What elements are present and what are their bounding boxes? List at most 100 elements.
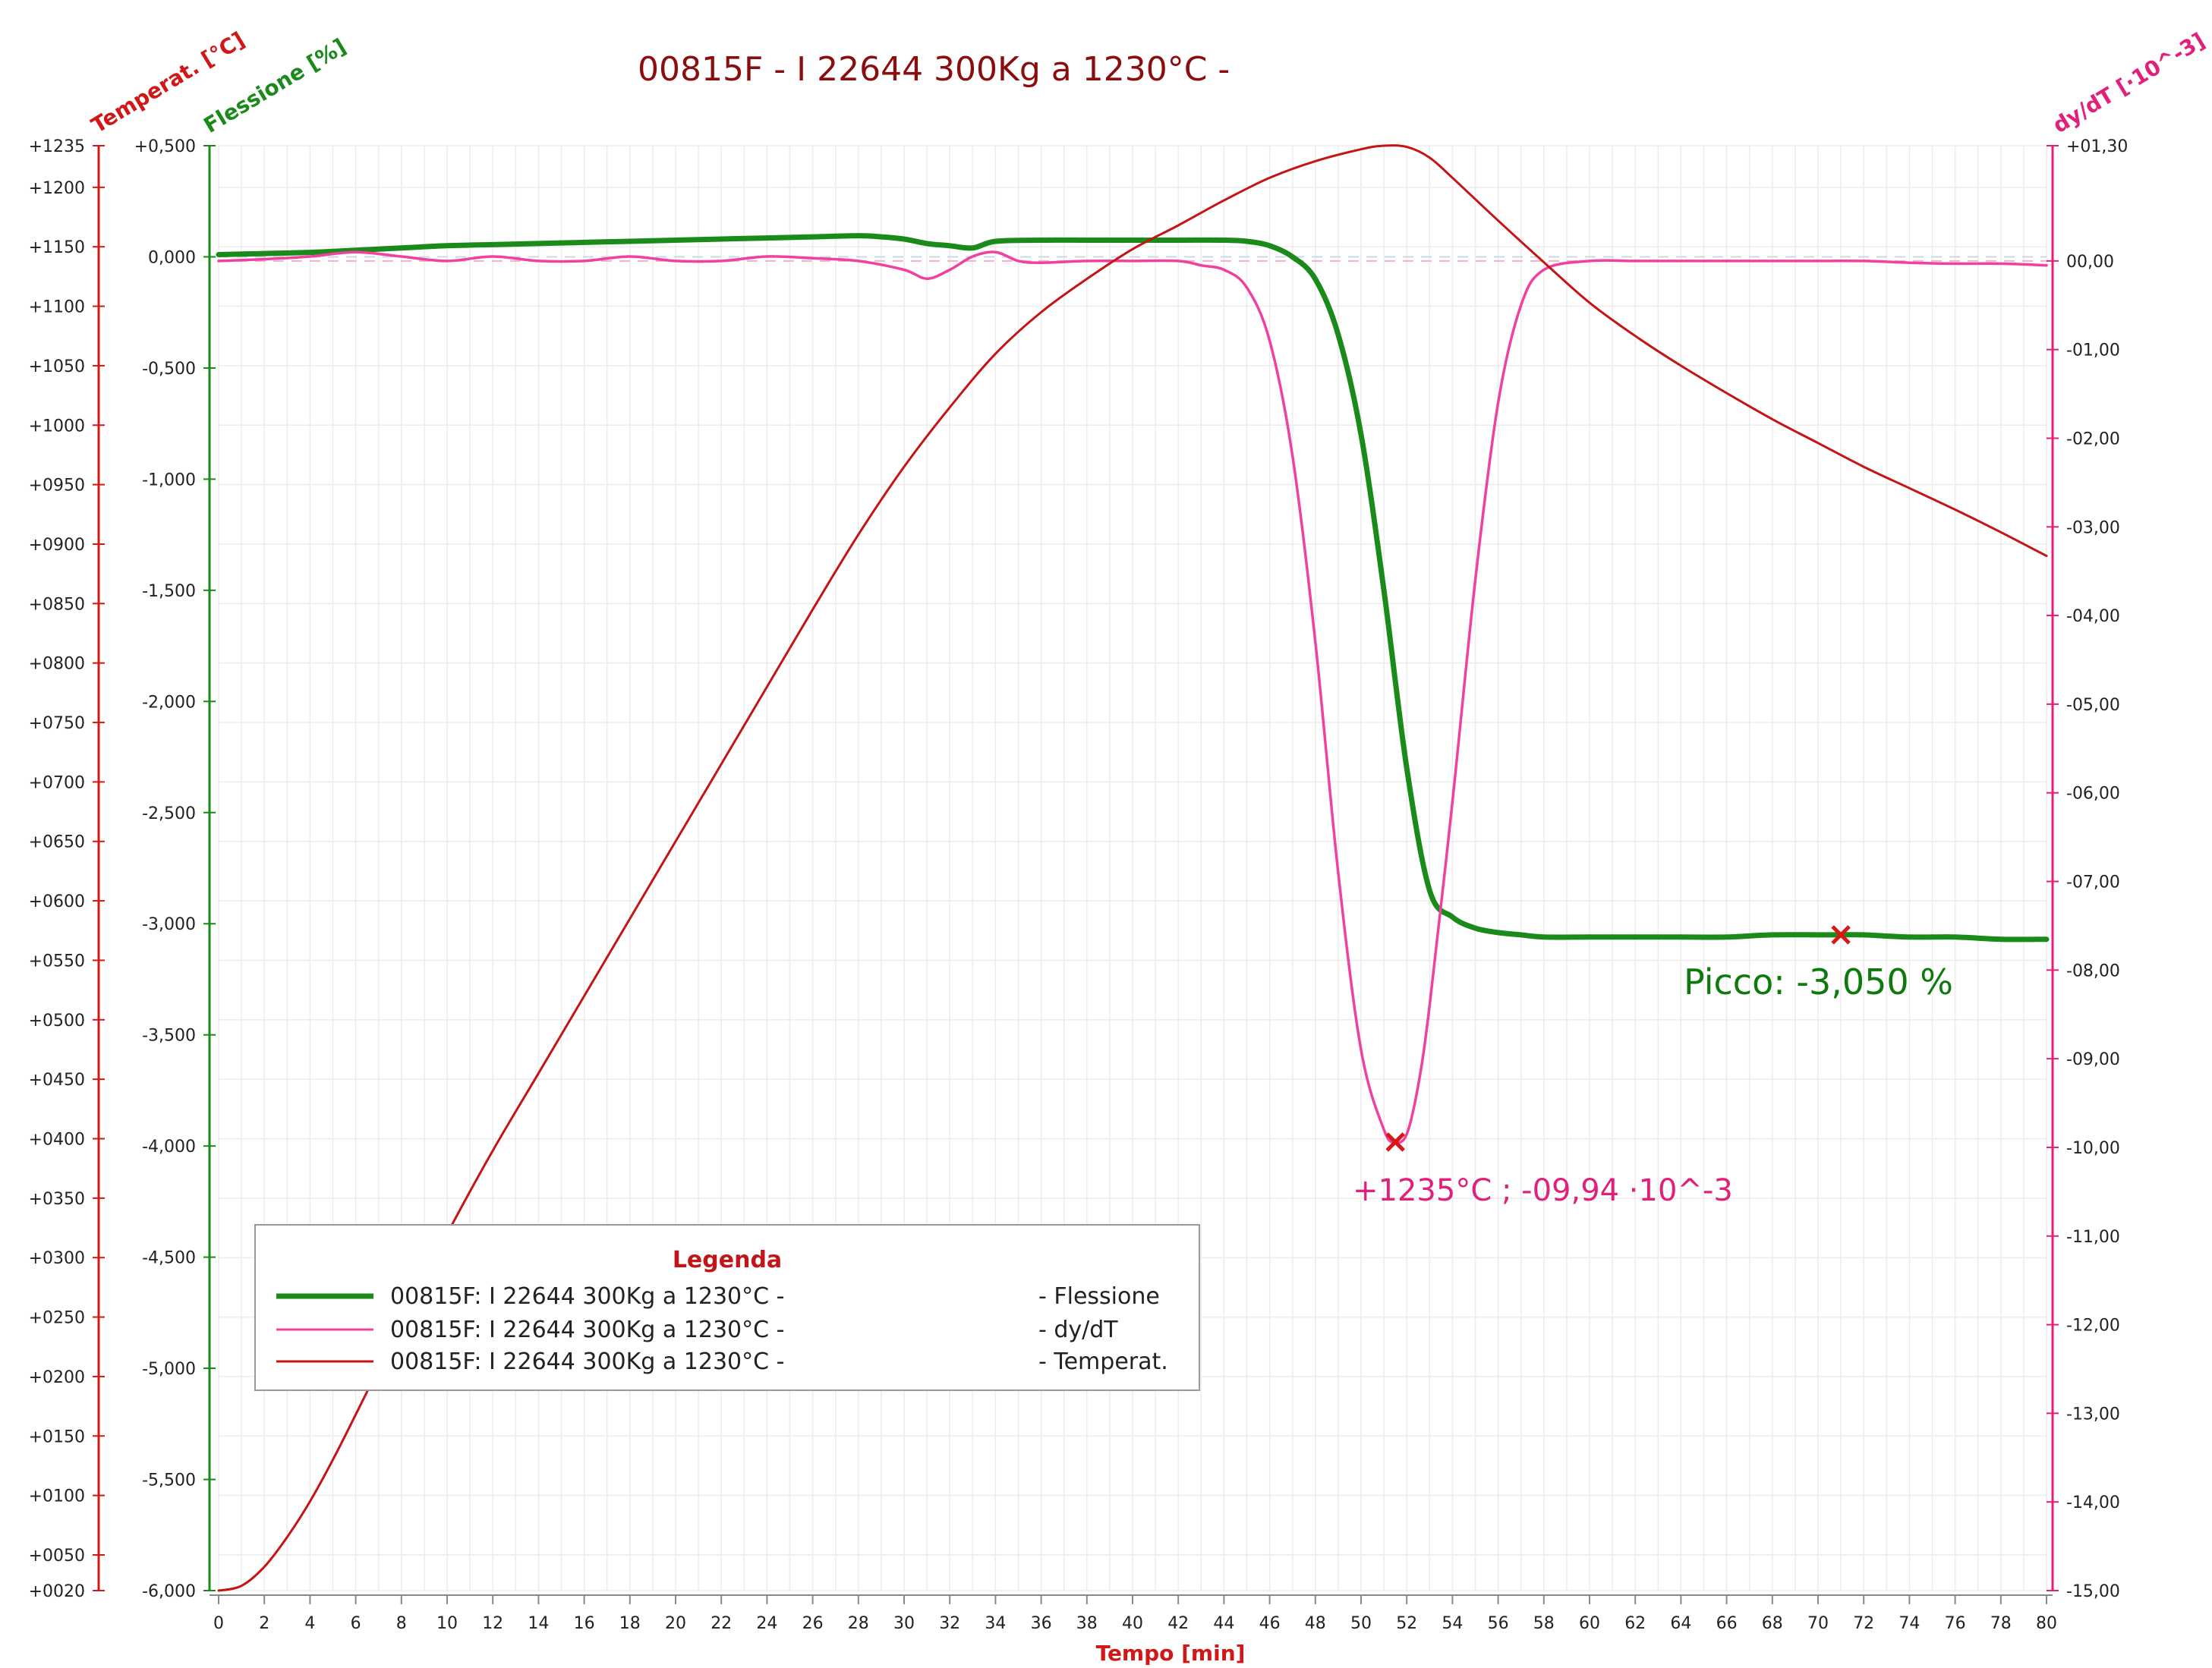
x-tick-label: 54 [1442, 1614, 1463, 1633]
x-tick-label: 48 [1305, 1614, 1326, 1633]
x-tick-label: 36 [1031, 1614, 1052, 1633]
dydt-tick-label: -08,00 [2066, 961, 2120, 980]
x-tick-label: 80 [2036, 1614, 2057, 1633]
flessione-tick-label: -4,000 [142, 1138, 196, 1157]
temperature-tick-label: +0700 [29, 773, 85, 792]
tick-labels: +1235 +1200 +1150 +1100 +1050 +1000 +0950 +0900… [29, 137, 2128, 1633]
x-tick-label: 42 [1167, 1614, 1189, 1633]
legend-suffix-dydt: - dy/dT [1038, 1317, 1118, 1343]
x-tick-label: 76 [1945, 1614, 1966, 1633]
x-tick-label: 6 [351, 1614, 361, 1633]
dydt-tick-label: -05,00 [2066, 696, 2120, 715]
flessione-tick-label: -1,500 [142, 582, 196, 601]
temperature-tick-label: +0850 [29, 595, 85, 614]
temperature-tick-label: +0800 [29, 655, 85, 674]
dydt-tick-label: -15,00 [2066, 1582, 2120, 1601]
temperature-tick-label: +0300 [29, 1249, 85, 1268]
flessione-tick-label: +0,500 [134, 137, 196, 156]
temperature-tick-label: +0450 [29, 1071, 85, 1090]
temperature-tick-label: +1000 [29, 417, 85, 436]
x-tick-label: 28 [848, 1614, 869, 1633]
x-tick-label: 72 [1853, 1614, 1874, 1633]
series-line-dydt [217, 250, 2048, 1144]
series-line-flessione [216, 233, 2050, 943]
marker-stroke [1385, 1132, 1405, 1152]
x-tick-label: 26 [802, 1614, 824, 1633]
chart-title: 00815F - I 22644 300Kg a 1230°C - [638, 50, 1230, 89]
dydt-tick-label: -04,00 [2066, 607, 2120, 626]
marker-stroke [1831, 925, 1851, 945]
x-tick-label: 64 [1670, 1614, 1691, 1633]
flessione-tick-label: -3,500 [142, 1027, 196, 1046]
flessione-tick-label: -2,000 [142, 693, 196, 712]
annotation-dydt-min: +1235°C ; -09,94 ·10^-3 [1353, 1173, 1733, 1208]
dydt-tick-label: -13,00 [2066, 1405, 2120, 1424]
x-tick-label: 50 [1350, 1614, 1372, 1633]
x-tick-label: 4 [304, 1614, 315, 1633]
dydt-tick-label: -06,00 [2066, 785, 2120, 804]
dydt-tick-label: -11,00 [2066, 1228, 2120, 1247]
dydt-tick-label: -12,00 [2066, 1317, 2120, 1336]
x-tick-label: 16 [574, 1614, 595, 1633]
temperature-tick-label: +0200 [29, 1368, 85, 1387]
annotation-markers [1385, 925, 1851, 1152]
temperature-tick-label: +0250 [29, 1309, 85, 1328]
temperature-tick-label: +0550 [29, 952, 85, 971]
flessione-tick-label: -4,500 [142, 1249, 196, 1268]
temperature-tick-label: +0650 [29, 833, 85, 852]
temperature-tick-label: +0900 [29, 536, 85, 555]
temperature-tick-label: +0600 [29, 892, 85, 911]
x-tick-label: 74 [1898, 1614, 1920, 1633]
x-tick-label: 56 [1488, 1614, 1509, 1633]
temperature-tick-label: +1100 [29, 298, 85, 317]
flessione-tick-label: -5,000 [142, 1360, 196, 1379]
legend-box [254, 1224, 1200, 1391]
temperature-tick-label: +0750 [29, 714, 85, 733]
legend-suffix-temperature: - Temperat. [1038, 1349, 1168, 1375]
x-tick-label: 34 [985, 1614, 1006, 1633]
x-tick-label: 0 [213, 1614, 224, 1633]
flessione-tick-label: -1,000 [142, 471, 196, 489]
temperature-tick-label: +0100 [29, 1487, 85, 1506]
axes [97, 146, 2054, 1596]
x-tick-label: 10 [436, 1614, 458, 1633]
temperature-tick-label: +1200 [29, 179, 85, 198]
flessione-tick-label: -2,500 [142, 804, 196, 823]
annotation-marker-0 [1831, 925, 1851, 945]
temperature-tick-label: +0050 [29, 1547, 85, 1566]
x-tick-label: 8 [396, 1614, 407, 1633]
dydt-tick-label: 00,00 [2066, 253, 2114, 272]
legend-suffix-flessione: - Flessione [1038, 1283, 1160, 1310]
dydt-tick-label: -03,00 [2066, 518, 2120, 537]
x-tick-label: 78 [1990, 1614, 2012, 1633]
x-tick-label: 2 [259, 1614, 269, 1633]
annotation-marker-1 [1385, 1132, 1405, 1152]
x-tick-label: 68 [1762, 1614, 1783, 1633]
temperature-tick-label: +0500 [29, 1012, 85, 1031]
x-axis-label: Tempo [min] [1096, 1641, 1246, 1666]
x-tick-label: 12 [482, 1614, 503, 1633]
x-tick-label: 58 [1533, 1614, 1555, 1633]
x-tick-label: 32 [939, 1614, 960, 1633]
x-tick-label: 52 [1396, 1614, 1417, 1633]
x-tick-label: 20 [665, 1614, 686, 1633]
dydt-tick-label: -01,00 [2066, 341, 2120, 360]
flessione-tick-label: -3,000 [142, 915, 196, 934]
x-tick-label: 14 [528, 1614, 549, 1633]
x-tick-label: 46 [1259, 1614, 1281, 1633]
temperature-tick-label: +0950 [29, 477, 85, 496]
flessione-tick-label: -6,000 [142, 1582, 196, 1601]
x-tick-label: 70 [1807, 1614, 1829, 1633]
temperature-tick-label: +0150 [29, 1427, 85, 1446]
x-tick-label: 66 [1716, 1614, 1738, 1633]
temperature-tick-label: +0020 [29, 1582, 85, 1601]
x-tick-label: 44 [1213, 1614, 1234, 1633]
flessione-tick-label: -5,500 [142, 1471, 196, 1490]
flessione-tick-label: 0,000 [148, 248, 196, 267]
legend-title: Legenda [673, 1247, 782, 1273]
x-tick-label: 60 [1579, 1614, 1600, 1633]
x-tick-label: 30 [893, 1614, 915, 1633]
dydt-tick-label: -09,00 [2066, 1050, 2120, 1069]
dydt-tick-label: -14,00 [2066, 1493, 2120, 1512]
